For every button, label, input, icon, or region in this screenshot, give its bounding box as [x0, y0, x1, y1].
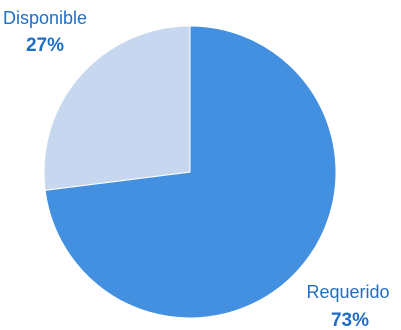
slice-label-requerido: Requerido: [306, 282, 389, 302]
slice-label-disponible: Disponible: [3, 8, 87, 28]
pie-slice-disponible: [43, 25, 191, 191]
slice-value-disponible: 27%: [26, 35, 64, 56]
slice-value-requerido: 73%: [331, 310, 369, 330]
pie-slice-requerido: [44, 25, 337, 319]
pie-slices: [43, 25, 337, 319]
